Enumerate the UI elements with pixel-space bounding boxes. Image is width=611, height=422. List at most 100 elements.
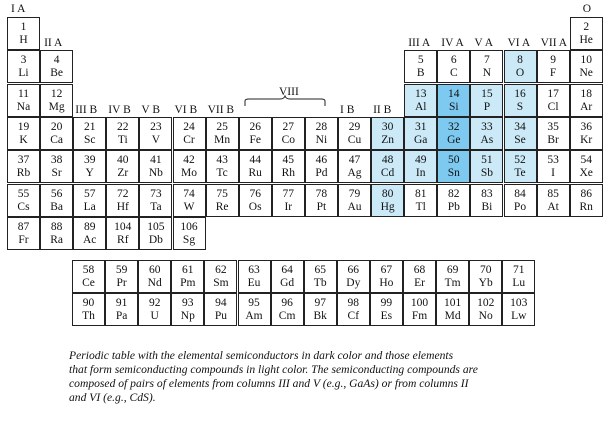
element-cell-md: 101 Md xyxy=(436,293,470,327)
atomic-number: 8 xyxy=(517,54,523,67)
element-cell-s: 16 S xyxy=(503,83,537,117)
element-cell-ra: 88 Ra xyxy=(40,216,74,250)
atomic-number: 49 xyxy=(414,154,427,167)
element-symbol: Th xyxy=(82,310,95,323)
element-cell-k: 19 K xyxy=(7,116,40,150)
element-symbol: Ra xyxy=(50,233,63,246)
element-cell-cf: 98 Cf xyxy=(336,293,370,327)
element-cell-pm: 61 Pm xyxy=(171,260,205,293)
element-symbol: Bi xyxy=(481,200,493,213)
element-cell-sb: 51 Sb xyxy=(470,150,504,184)
group-label: IV B xyxy=(108,104,131,116)
element-cell-gd: 64 Gd xyxy=(270,260,304,293)
element-symbol: Db xyxy=(148,233,163,246)
atomic-number: 106 xyxy=(180,220,198,233)
element-symbol: In xyxy=(415,167,426,180)
atomic-number: 67 xyxy=(380,264,393,276)
atomic-number: 44 xyxy=(249,154,261,167)
atomic-number: 34 xyxy=(514,120,526,133)
element-symbol: Sg xyxy=(182,233,196,246)
element-symbol: No xyxy=(478,310,493,323)
element-cell-re: 75 Re xyxy=(205,183,239,217)
element-cell-ba: 56 Ba xyxy=(40,183,74,217)
atomic-number: 57 xyxy=(83,187,96,200)
atomic-number: 46 xyxy=(315,154,328,167)
atomic-number: 86 xyxy=(580,187,592,200)
element-cell-fe: 26 Fe xyxy=(238,116,272,150)
atomic-number: 102 xyxy=(477,297,495,310)
atomic-number: 50 xyxy=(448,154,460,167)
element-symbol: Zr xyxy=(117,167,129,180)
atomic-number: 94 xyxy=(215,297,227,310)
atomic-number: 21 xyxy=(83,120,96,133)
element-cell-rf: 104 Rf xyxy=(106,216,140,250)
atomic-number: 81 xyxy=(414,187,427,200)
atomic-number: 42 xyxy=(183,154,195,167)
element-symbol: Cr xyxy=(183,133,195,146)
atomic-number: 45 xyxy=(282,154,295,167)
element-symbol: Pd xyxy=(315,167,328,180)
element-cell-tb: 65 Tb xyxy=(303,260,337,293)
atomic-number: 7 xyxy=(484,54,490,67)
element-cell-mn: 25 Mn xyxy=(205,116,239,150)
atomic-number: 64 xyxy=(281,264,293,276)
element-symbol: Hg xyxy=(380,200,395,213)
atomic-number: 4 xyxy=(53,54,60,67)
atomic-number: 91 xyxy=(115,297,128,310)
atomic-number: 80 xyxy=(381,187,394,200)
element-symbol: Es xyxy=(380,310,393,323)
atomic-number: 14 xyxy=(448,87,460,100)
element-cell-ge: 32 Ge xyxy=(437,116,471,150)
element-cell-hg: 80 Hg xyxy=(371,183,405,217)
element-symbol: Ta xyxy=(150,200,162,213)
atomic-number: 18 xyxy=(580,87,592,100)
element-cell-rh: 45 Rh xyxy=(271,150,305,184)
element-cell-tl: 81 Tl xyxy=(404,183,438,217)
element-symbol: Li xyxy=(18,67,29,80)
atomic-number: 74 xyxy=(183,187,195,200)
atomic-number: 63 xyxy=(248,264,260,276)
atomic-number: 48 xyxy=(381,154,394,167)
element-symbol: Hf xyxy=(116,200,129,213)
element-symbol: Re xyxy=(215,200,229,213)
element-cell-am: 95 Am xyxy=(237,293,271,327)
element-cell-na: 11 Na xyxy=(7,83,40,117)
element-cell-au: 79 Au xyxy=(338,183,371,217)
element-cell-ir: 77 Ir xyxy=(271,183,305,217)
atomic-number: 101 xyxy=(443,297,462,310)
element-cell-ho: 67 Ho xyxy=(369,260,403,293)
element-cell-cl: 17 Cl xyxy=(536,83,570,117)
atomic-number: 87 xyxy=(17,220,30,233)
group-label: III A xyxy=(408,37,431,49)
element-symbol: Cf xyxy=(347,310,360,323)
atomic-number: 84 xyxy=(514,187,526,200)
element-symbol: Tb xyxy=(313,277,327,289)
element-cell-w: 74 W xyxy=(172,183,206,217)
element-symbol: Nd xyxy=(147,277,162,289)
element-symbol: H xyxy=(19,34,28,46)
element-cell-ac: 89 Ac xyxy=(73,216,107,250)
element-symbol: Y xyxy=(85,167,94,180)
atomic-number: 75 xyxy=(216,187,228,200)
atomic-number: 62 xyxy=(215,264,227,276)
element-symbol: I xyxy=(551,167,556,180)
atomic-number: 56 xyxy=(50,187,63,200)
element-symbol: He xyxy=(579,34,593,46)
element-cell-bi: 83 Bi xyxy=(470,183,504,217)
atomic-number: 2 xyxy=(583,21,590,33)
atomic-number: 89 xyxy=(83,220,96,233)
atomic-number: 35 xyxy=(547,120,559,133)
element-symbol: O xyxy=(515,67,525,80)
element-symbol: Kr xyxy=(580,133,593,146)
caption-line: and VI (e.g., CdS). xyxy=(69,391,156,404)
element-symbol: Te xyxy=(514,167,526,180)
atomic-number: 72 xyxy=(117,187,129,200)
element-cell-ce: 58 Ce xyxy=(72,260,105,293)
element-symbol: V xyxy=(151,133,161,146)
element-cell-sm: 62 Sm xyxy=(204,260,238,293)
element-cell-pb: 82 Pb xyxy=(437,183,471,217)
element-cell-sn: 50 Sn xyxy=(437,150,471,184)
